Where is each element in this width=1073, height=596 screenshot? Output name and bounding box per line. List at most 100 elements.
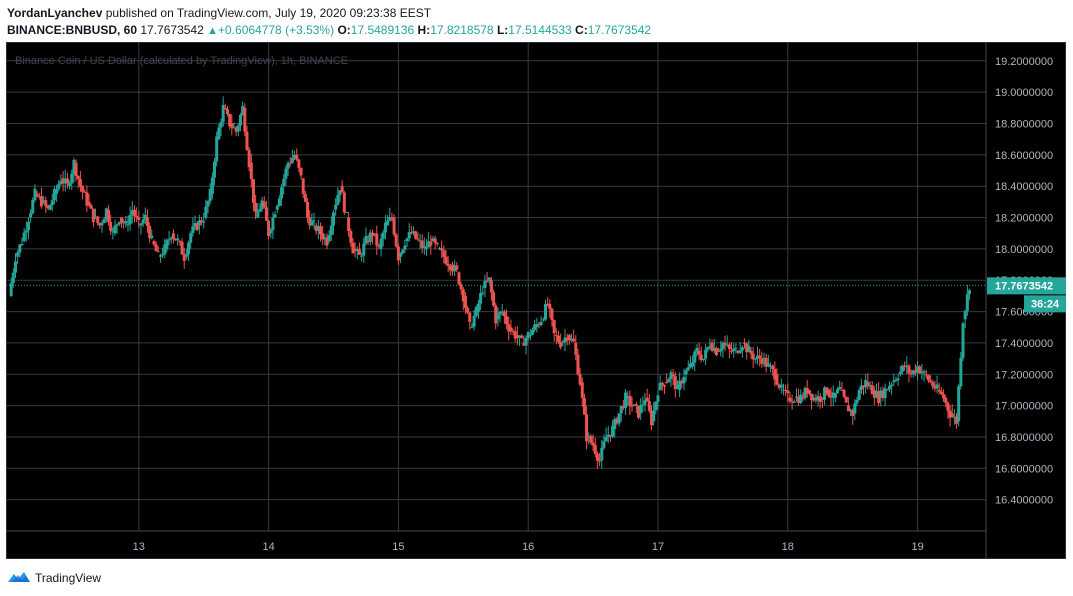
candle-body [420,240,424,248]
candle-body [931,382,935,387]
candle-body [937,389,941,392]
candle-body [310,220,314,226]
candle-body [842,390,846,397]
candle-body [238,114,242,126]
candle-body [574,342,578,355]
candle-body [232,127,236,129]
candle-body [327,235,331,242]
candle-body [50,200,54,206]
candle-body [868,385,872,387]
candle-body [39,196,43,207]
candle-body [833,393,837,398]
candle-body [485,280,489,282]
candle-body [362,243,366,256]
x-tick-label: 18 [782,541,794,553]
low-label: L: [496,23,509,37]
candle-body [608,434,612,437]
author-name[interactable]: YordanLyanchev [7,6,103,20]
candle-body [872,389,876,398]
candle-body [600,447,604,461]
candle-body [141,219,145,224]
candle-body [210,177,214,195]
candle-body [399,253,403,257]
candle-body [598,460,602,462]
candle-body [682,376,686,384]
candle-body [864,380,868,388]
candle-body [637,406,641,418]
y-tick-label: 16.8000000 [995,432,1053,444]
candle-body [195,223,199,230]
candle-body [282,178,286,187]
symbol-label[interactable]: BINANCE:BNBUSD, 60 [7,23,138,37]
candle-body [234,127,238,132]
candle-body [267,220,271,237]
candle-body [353,248,357,251]
candle-body [926,375,930,381]
candle-body [42,200,46,202]
candle-body [61,178,65,184]
candle-body [55,188,59,195]
candle-body [788,397,792,402]
candle-body [887,386,891,390]
candle-body [550,308,554,321]
candle-body [643,400,647,405]
x-tick-label: 13 [133,541,145,553]
candle-body [191,226,195,234]
candle-body [942,394,946,399]
candle-body [829,396,833,398]
candle-body [946,402,950,411]
candle-body [613,418,617,430]
candle-body [511,330,515,332]
candle-body [903,365,907,368]
candle-body [818,396,822,403]
candle-body [965,294,969,311]
candle-body [836,389,840,394]
candle-body [589,436,593,443]
candle-body [840,389,844,391]
open-label: O: [337,23,351,37]
candle-body [52,189,56,201]
candle-body [130,210,134,215]
candle-body [459,284,463,290]
candle-body [537,324,541,326]
candle-body [388,216,392,221]
candle-body [639,405,643,414]
candle-body [896,378,900,380]
candle-body [695,347,699,352]
candle-body [100,223,104,226]
candle-body [143,214,147,220]
candle-body [494,305,498,324]
candlestick-chart[interactable]: 16.4000000 16.6000000 16.8000000 17.0000000… [6,42,1066,559]
footer-brand[interactable]: TradingView [7,568,101,588]
candle-body [810,393,814,401]
candle-body [245,131,249,150]
candle-body [857,390,861,400]
candle-body [766,363,770,367]
candle-body [507,324,511,332]
chart-area[interactable] [6,42,1066,559]
candle-body [539,322,543,325]
candle-body [466,307,470,313]
candle-body [174,238,178,241]
candle-body [939,391,943,395]
candle-body [524,338,528,346]
candle-body [866,382,870,387]
candle-body [297,159,301,169]
candle-body [403,245,407,250]
candle-body [656,395,660,402]
candle-body [401,249,405,254]
candle-body [236,125,240,132]
price-change: +0.6064778 (+3.53%) [218,23,335,37]
candle-body [163,244,167,255]
candle-body [554,335,558,337]
candle-body [312,220,316,222]
y-tick-label: 17.4000000 [995,338,1053,350]
candle-body [968,290,972,295]
candle-body [697,350,701,355]
candle-body [321,233,325,240]
candle-body [470,326,474,328]
candle-body [758,355,762,359]
candle-body [604,436,608,442]
candle-body [29,213,33,218]
candle-body [714,347,718,356]
